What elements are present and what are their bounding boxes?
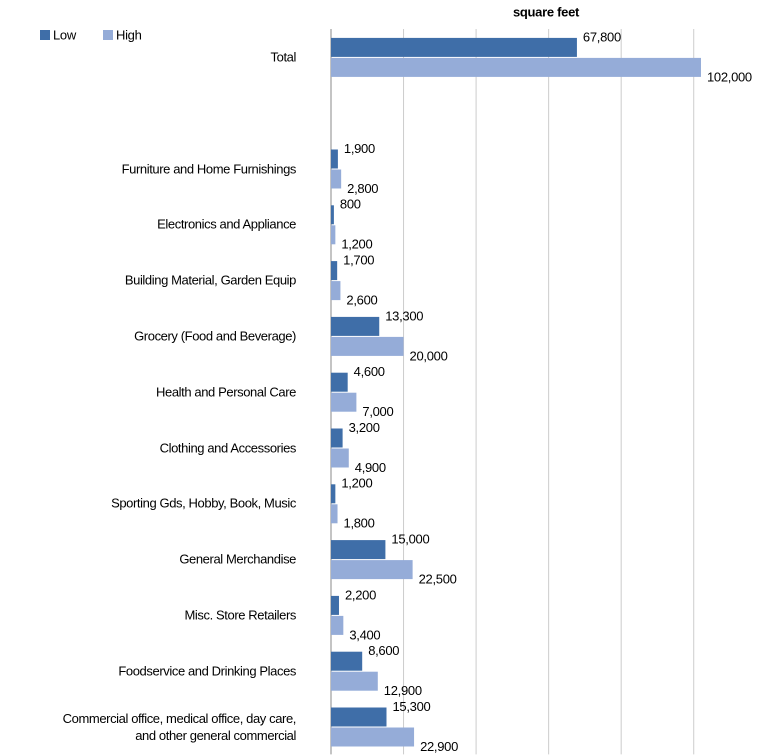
bar (331, 671, 378, 691)
legend-label: Low (53, 27, 77, 42)
category-label: Building Material, Garden Equip (124, 272, 297, 288)
value-label: 4,900 (355, 460, 386, 475)
category-label: Electronics and Appliance (157, 216, 296, 232)
category-label: Clothing and Accessories (159, 440, 297, 455)
legend-label: High (116, 27, 142, 42)
value-label: 1,900 (344, 141, 375, 156)
bar (331, 484, 336, 504)
bar (331, 336, 404, 356)
value-label: 2,800 (347, 181, 378, 196)
category-label: Sporting Gds, Hobby, Book, Music (111, 495, 296, 511)
bar (331, 149, 338, 169)
value-label: 12,900 (384, 683, 422, 698)
legend-swatch (103, 30, 113, 40)
legend-swatch (40, 30, 50, 40)
value-label: 102,000 (707, 69, 752, 84)
bar (331, 727, 415, 747)
bar (331, 448, 349, 468)
bar (331, 615, 344, 635)
value-label: 7,000 (362, 404, 393, 419)
category-label: Total (270, 49, 297, 65)
value-label: 1,200 (341, 237, 372, 252)
value-label: 22,500 (419, 572, 457, 587)
bar (331, 428, 343, 448)
value-label: 2,600 (346, 293, 377, 308)
value-label: 3,200 (349, 420, 380, 435)
value-label: 20,000 (410, 348, 448, 363)
category-label: General Merchandise (179, 551, 296, 567)
chart-title: square feet (513, 4, 580, 19)
bar (331, 281, 341, 301)
bar (331, 504, 338, 524)
bar (331, 392, 357, 412)
category-label: Commercial office, medical office, day c… (62, 710, 297, 743)
value-label: 22,900 (420, 739, 458, 754)
bar (331, 169, 342, 189)
bar (331, 372, 348, 392)
category-label: Furniture and Home Furnishings (121, 161, 297, 176)
value-label: 4,600 (354, 364, 385, 379)
bar (331, 595, 339, 615)
value-label: 1,800 (344, 516, 375, 531)
bar (331, 225, 336, 245)
category-label: Grocery (Food and Beverage) (134, 328, 296, 344)
bar (331, 560, 413, 580)
value-label: 1,200 (341, 476, 372, 491)
value-label: 67,800 (583, 29, 621, 44)
value-label: 15,000 (391, 532, 429, 547)
category-label: Foodservice and Drinking Places (118, 663, 296, 679)
bar (331, 37, 577, 57)
bar (331, 261, 338, 281)
value-label: 15,300 (392, 699, 430, 714)
bar (331, 651, 363, 671)
value-label: 3,400 (349, 627, 380, 642)
bar (331, 540, 386, 560)
value-label: 8,600 (368, 643, 399, 658)
value-label: 2,200 (345, 587, 376, 602)
bar (331, 57, 701, 77)
category-label: Health and Personal Care (156, 384, 296, 400)
value-label: 13,300 (385, 308, 423, 323)
bar (331, 205, 334, 225)
bar (331, 707, 387, 727)
value-label: 800 (340, 197, 361, 212)
bar (331, 316, 380, 336)
category-label: Misc. Store Retailers (184, 607, 296, 623)
value-label: 1,700 (343, 253, 374, 268)
